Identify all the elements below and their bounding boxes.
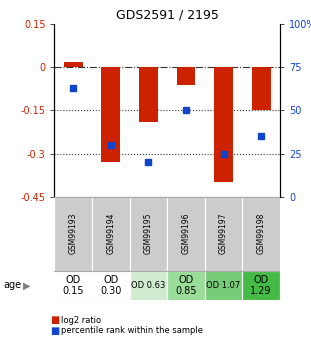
Text: ■: ■ [50,326,59,335]
Bar [242,197,280,271]
Text: GSM99195: GSM99195 [144,213,153,255]
Bar [101,67,120,162]
Bar [167,197,205,271]
Text: GSM99196: GSM99196 [181,213,190,255]
Bar [214,67,233,182]
Text: OD
0.85: OD 0.85 [175,275,197,296]
Text: OD 0.63: OD 0.63 [131,281,165,290]
Text: OD
1.29: OD 1.29 [250,275,272,296]
Bar [242,271,280,300]
Text: age: age [3,280,21,290]
Bar [205,271,242,300]
Bar [54,197,92,271]
Bar [64,61,83,67]
Bar [54,271,92,300]
Text: GSM99198: GSM99198 [257,213,266,254]
Bar [130,197,167,271]
Bar [139,67,158,122]
Text: OD
0.15: OD 0.15 [63,275,84,296]
Text: log2 ratio: log2 ratio [61,316,101,325]
Text: GSM99194: GSM99194 [106,213,115,255]
Bar [252,67,271,110]
Text: OD
0.30: OD 0.30 [100,275,122,296]
Bar [167,271,205,300]
Text: OD 1.07: OD 1.07 [207,281,241,290]
Title: GDS2591 / 2195: GDS2591 / 2195 [116,9,219,22]
Text: ■: ■ [50,315,59,325]
Bar [130,271,167,300]
Text: GSM99193: GSM99193 [69,213,78,255]
Bar [92,271,130,300]
Bar [177,67,195,85]
Text: GSM99197: GSM99197 [219,213,228,255]
Text: ▶: ▶ [23,280,30,290]
Text: percentile rank within the sample: percentile rank within the sample [61,326,203,335]
Bar [205,197,242,271]
Bar [92,197,130,271]
